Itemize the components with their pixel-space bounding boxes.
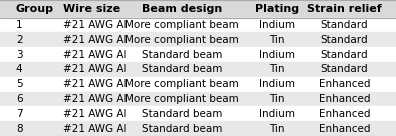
Text: Standard beam: Standard beam — [142, 109, 222, 119]
Text: 1: 1 — [16, 20, 23, 30]
Text: Wire size: Wire size — [63, 4, 120, 14]
Text: Indium: Indium — [259, 109, 295, 119]
Bar — [0, 33, 396, 47]
Text: Standard beam: Standard beam — [142, 64, 222, 74]
Bar — [0, 92, 396, 106]
Text: Enhanced: Enhanced — [319, 124, 370, 134]
Text: Indium: Indium — [259, 79, 295, 89]
Text: More compliant beam: More compliant beam — [125, 94, 239, 104]
Bar — [0, 106, 396, 121]
Text: Tin: Tin — [269, 124, 285, 134]
Text: Group: Group — [16, 4, 54, 14]
Text: #21 AWG Al: #21 AWG Al — [63, 94, 127, 104]
Text: Plating: Plating — [255, 4, 299, 14]
Bar — [0, 77, 396, 92]
Bar — [0, 47, 396, 62]
Text: Tin: Tin — [269, 35, 285, 45]
Text: Indium: Indium — [259, 20, 295, 30]
Text: 6: 6 — [16, 94, 23, 104]
Text: More compliant beam: More compliant beam — [125, 79, 239, 89]
Text: #21 AWG Al: #21 AWG Al — [63, 35, 127, 45]
Text: More compliant beam: More compliant beam — [125, 35, 239, 45]
Text: #21 AWG Al: #21 AWG Al — [63, 50, 127, 60]
Text: 8: 8 — [16, 124, 23, 134]
Text: Standard beam: Standard beam — [142, 50, 222, 60]
Text: Beam design: Beam design — [142, 4, 222, 14]
Bar — [0, 0, 396, 18]
Text: Standard: Standard — [321, 20, 368, 30]
Bar — [0, 121, 396, 136]
Text: Enhanced: Enhanced — [319, 94, 370, 104]
Text: #21 AWG Al: #21 AWG Al — [63, 109, 127, 119]
Text: #21 AWG Al: #21 AWG Al — [63, 64, 127, 74]
Text: Strain relief: Strain relief — [307, 4, 382, 14]
Text: Tin: Tin — [269, 94, 285, 104]
Text: Standard: Standard — [321, 35, 368, 45]
Bar — [0, 62, 396, 77]
Text: Standard beam: Standard beam — [142, 124, 222, 134]
Text: 7: 7 — [16, 109, 23, 119]
Text: More compliant beam: More compliant beam — [125, 20, 239, 30]
Bar — [0, 18, 396, 33]
Text: #21 AWG Al: #21 AWG Al — [63, 124, 127, 134]
Text: Indium: Indium — [259, 50, 295, 60]
Text: Standard: Standard — [321, 64, 368, 74]
Text: Standard: Standard — [321, 50, 368, 60]
Text: 5: 5 — [16, 79, 23, 89]
Text: Enhanced: Enhanced — [319, 109, 370, 119]
Text: 3: 3 — [16, 50, 23, 60]
Text: #21 AWG Al: #21 AWG Al — [63, 79, 127, 89]
Text: 2: 2 — [16, 35, 23, 45]
Text: Enhanced: Enhanced — [319, 79, 370, 89]
Text: Tin: Tin — [269, 64, 285, 74]
Text: #21 AWG Al: #21 AWG Al — [63, 20, 127, 30]
Text: 4: 4 — [16, 64, 23, 74]
